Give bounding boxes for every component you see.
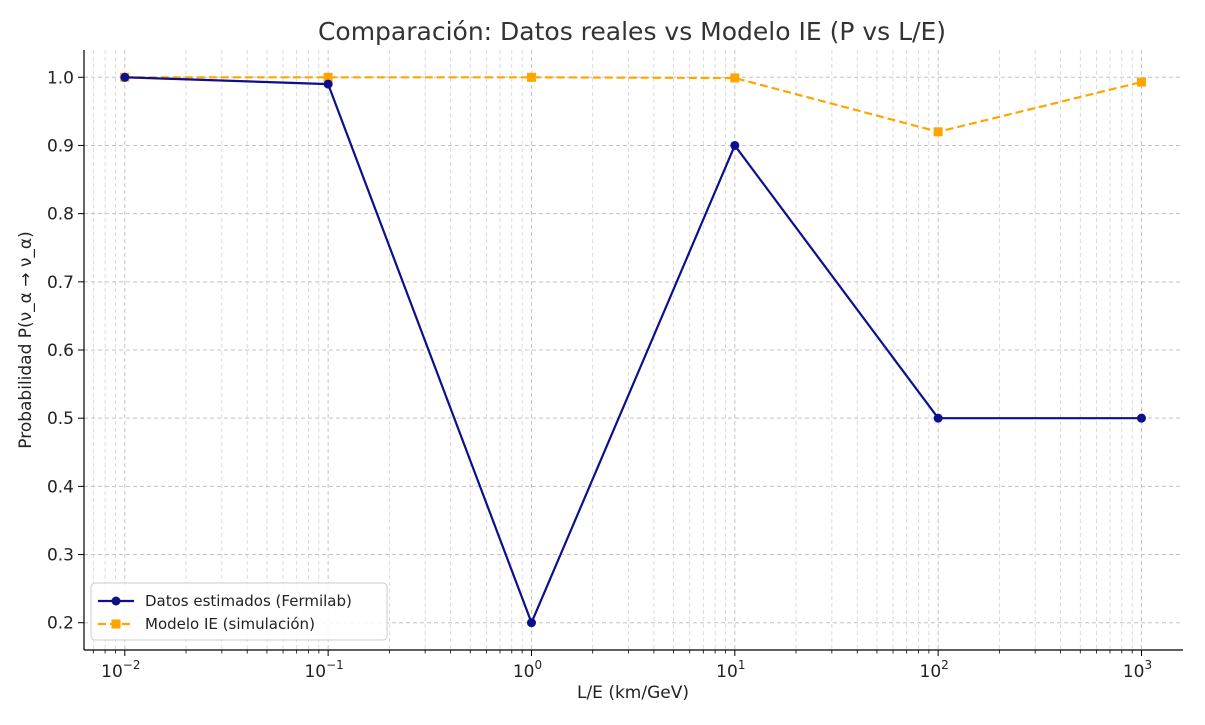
x-tick-label: 100 bbox=[513, 658, 542, 682]
series-0-point bbox=[1136, 413, 1146, 423]
legend-box bbox=[90, 582, 388, 641]
y-axis-label: Probabilidad P(ν_α → ν_α) bbox=[16, 231, 36, 449]
grid-layer bbox=[84, 50, 1183, 650]
x-tick-label: 103 bbox=[1123, 658, 1152, 682]
y-tick-label: 1.0 bbox=[47, 68, 74, 88]
x-tick-label: 101 bbox=[716, 658, 745, 682]
y-tick-label: 0.5 bbox=[47, 409, 74, 429]
series-1-point bbox=[323, 72, 333, 82]
y-tick-label: 0.9 bbox=[47, 136, 74, 156]
y-tick-label: 0.2 bbox=[47, 614, 74, 634]
series-0-point bbox=[323, 79, 333, 89]
y-tick-label: 0.3 bbox=[47, 546, 74, 566]
series-0-point bbox=[730, 140, 740, 150]
legend: Datos estimados (Fermilab) Modelo IE (sim… bbox=[90, 582, 388, 641]
chart-title: Comparación: Datos reales vs Modelo IE (… bbox=[318, 17, 946, 46]
series-line-0 bbox=[124, 76, 1142, 626]
x-tick-labels: 10−2 10−1 100 101 102 103 bbox=[101, 658, 1152, 682]
series-1-point bbox=[933, 127, 943, 137]
x-tick-label: 102 bbox=[920, 658, 949, 682]
series-layer bbox=[120, 72, 1146, 628]
y-tick-labels: 0.2 0.3 0.4 0.5 0.6 0.7 0.8 0.9 1.0 bbox=[47, 68, 74, 633]
x-tick-label: 10−2 bbox=[101, 658, 140, 682]
x-tick-label: 10−1 bbox=[304, 658, 343, 682]
y-tick-label: 0.7 bbox=[47, 273, 74, 293]
x-axis-label: L/E (km/GeV) bbox=[577, 683, 689, 703]
series-1-point bbox=[730, 73, 740, 83]
series-0-point bbox=[933, 413, 943, 423]
series-0-point bbox=[526, 618, 536, 628]
legend-items: Datos estimados (Fermilab) Modelo IE (sim… bbox=[98, 592, 352, 633]
legend-label-1: Modelo IE (simulación) bbox=[145, 615, 315, 633]
y-tick-label: 0.6 bbox=[47, 341, 74, 361]
legend-label-0: Datos estimados (Fermilab) bbox=[145, 592, 352, 610]
axes-layer bbox=[78, 50, 1183, 656]
y-tick-label: 0.4 bbox=[47, 477, 74, 497]
series-1-point bbox=[1136, 77, 1146, 87]
legend-marker-1 bbox=[111, 619, 121, 629]
series-1-point bbox=[526, 72, 536, 82]
series-0-point bbox=[120, 72, 130, 82]
y-tick-label: 0.8 bbox=[47, 205, 74, 225]
legend-marker-0 bbox=[111, 596, 121, 606]
series-line-1 bbox=[124, 76, 1142, 133]
